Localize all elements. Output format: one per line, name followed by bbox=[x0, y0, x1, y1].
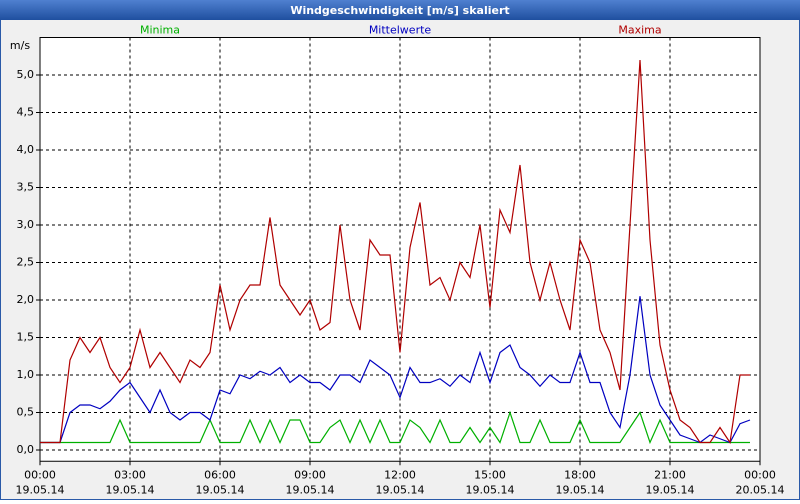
y-tick-label: 1,5 bbox=[17, 331, 35, 344]
x-tick-date: 19.05.14 bbox=[556, 483, 605, 496]
x-tick-date: 20.05.14 bbox=[736, 483, 785, 496]
series-line bbox=[40, 410, 750, 445]
x-tick-date: 19.05.14 bbox=[16, 483, 65, 496]
y-tick-label: 1,0 bbox=[17, 368, 35, 381]
title-bar bbox=[0, 0, 800, 20]
x-tick-label: 09:00 bbox=[294, 468, 326, 481]
y-tick-label: 2,5 bbox=[17, 256, 35, 269]
y-tick-label: 0,0 bbox=[17, 443, 35, 456]
x-tick-label: 03:00 bbox=[114, 468, 146, 481]
legend-entry: Minima bbox=[140, 24, 180, 37]
x-tick-label: 18:00 bbox=[564, 468, 596, 481]
y-tick-label: 3,0 bbox=[17, 218, 35, 231]
series-line bbox=[40, 296, 751, 444]
x-tick-date: 19.05.14 bbox=[646, 483, 695, 496]
y-tick-label: 3,5 bbox=[17, 181, 35, 194]
x-tick-label: 21:00 bbox=[654, 468, 686, 481]
chart-title: Windgeschwindigkeit [m/s] skaliert bbox=[290, 4, 509, 17]
y-tick-label: 0,5 bbox=[17, 406, 35, 419]
y-tick-label: 4,0 bbox=[17, 143, 35, 156]
x-tick-label: 12:00 bbox=[384, 468, 416, 481]
y-tick-label: 2,0 bbox=[17, 293, 35, 306]
x-tick-date: 19.05.14 bbox=[376, 483, 425, 496]
x-tick-date: 19.05.14 bbox=[466, 483, 515, 496]
legend-entry: Maxima bbox=[618, 24, 661, 37]
y-axis-label: m/s bbox=[10, 39, 30, 52]
y-tick-label: 5,0 bbox=[17, 68, 35, 81]
x-tick-date: 19.05.14 bbox=[106, 483, 155, 496]
x-tick-label: 06:00 bbox=[204, 468, 236, 481]
series-line bbox=[40, 59, 750, 445]
x-tick-label: 15:00 bbox=[474, 468, 506, 481]
x-tick-date: 19.05.14 bbox=[196, 483, 245, 496]
legend-entry: Mittelwerte bbox=[369, 24, 432, 37]
x-tick-label: 00:00 bbox=[24, 468, 56, 481]
x-tick-label: 00:00 bbox=[744, 468, 776, 481]
x-tick-date: 19.05.14 bbox=[286, 483, 335, 496]
y-tick-label: 4,5 bbox=[17, 106, 35, 119]
